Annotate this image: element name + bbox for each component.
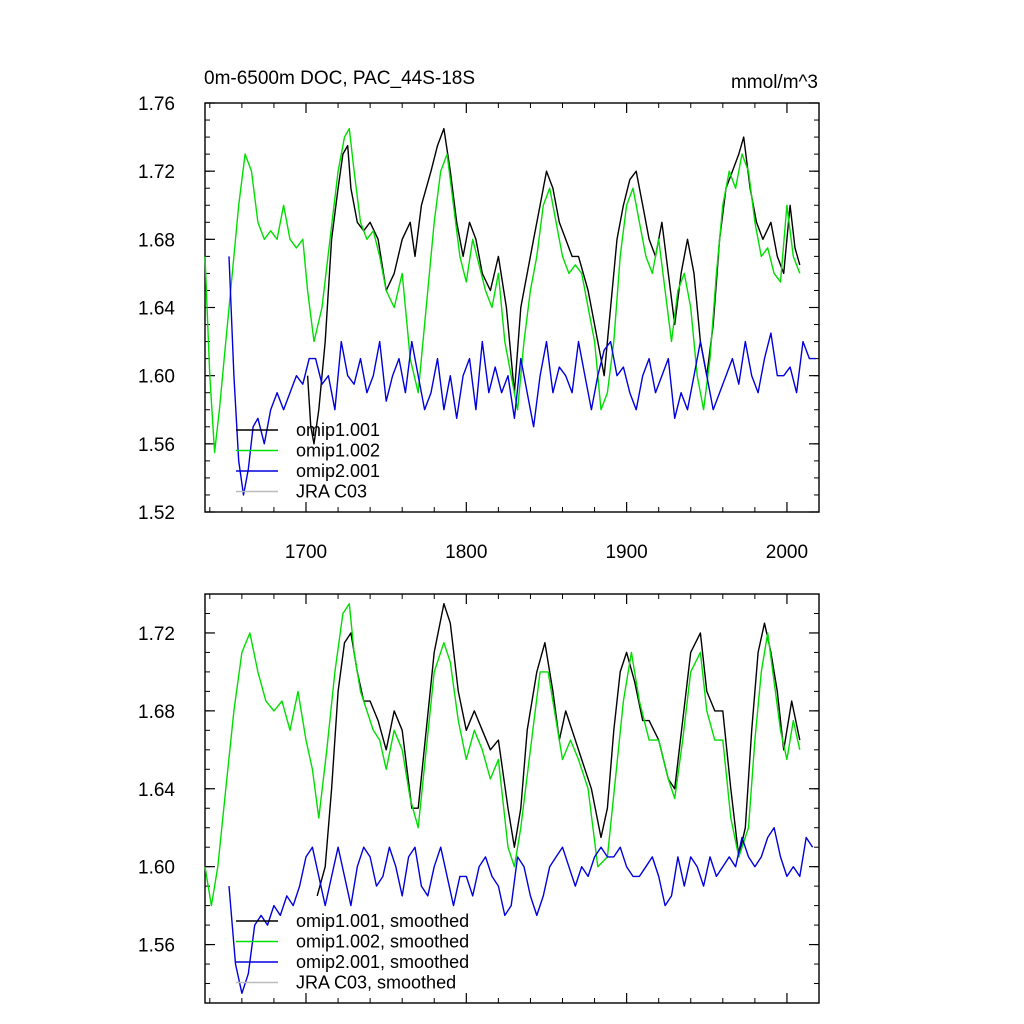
y-tick-label: 1.64 bbox=[138, 780, 175, 801]
y-tick-label: 1.56 bbox=[138, 435, 175, 456]
series-line-omip2-001 bbox=[228, 256, 816, 496]
series-line-omip1-001 bbox=[306, 127, 801, 445]
y-tick-label: 1.68 bbox=[138, 230, 175, 251]
y-tick-label: 1.72 bbox=[138, 162, 175, 183]
x-tick-label: 1900 bbox=[605, 542, 647, 563]
x-tick-label: 1800 bbox=[445, 542, 487, 563]
top-axis-ticks: 1.52 1.56 1.60 1.64 1.68 1.72 1.76 1700 1800 1900… bbox=[138, 94, 820, 563]
y-tick-label: 1.76 bbox=[138, 94, 175, 115]
series-line-omip2-001-smoothed bbox=[228, 827, 814, 994]
bottom-plot-frame bbox=[204, 593, 820, 1004]
y-tick-label: 1.56 bbox=[138, 936, 175, 957]
legend-label: omip1.002, smoothed bbox=[296, 932, 469, 952]
legend-label: omip1.001, smoothed bbox=[296, 911, 469, 931]
bottom-panel: 1.56 1.60 1.64 1.68 1.72 omip1.001, smoothed… bbox=[138, 593, 820, 1004]
y-tick-label: 1.64 bbox=[138, 299, 175, 320]
legend-label: JRA C03 bbox=[296, 482, 367, 502]
top-panel-units: mmol/m^3 bbox=[731, 72, 818, 93]
legend-label: omip2.001, smoothed bbox=[296, 952, 469, 972]
y-tick-label: 1.68 bbox=[138, 702, 175, 723]
y-tick-label: 1.60 bbox=[138, 858, 175, 879]
series-line-omip1-002-smoothed bbox=[204, 603, 801, 907]
legend-label: omip1.002 bbox=[296, 441, 380, 461]
bottom-axis-ticks: 1.56 1.60 1.64 1.68 1.72 bbox=[138, 593, 820, 1004]
top-panel: 0m-6500m DOC, PAC_44S-18S mmol/m^3 1.521… bbox=[138, 68, 820, 563]
series-line-omip1-002 bbox=[204, 127, 801, 454]
x-tick-label: 2000 bbox=[766, 542, 808, 563]
legend-label: omip1.001 bbox=[296, 420, 380, 440]
legend-label: JRA C03, smoothed bbox=[296, 973, 456, 993]
y-tick-label: 1.60 bbox=[138, 367, 175, 388]
bottom-series-group bbox=[204, 603, 814, 994]
top-panel-title: 0m-6500m DOC, PAC_44S-18S bbox=[204, 68, 475, 89]
legend-label: omip2.001 bbox=[296, 461, 380, 481]
y-tick-label: 1.72 bbox=[138, 624, 175, 645]
top-series-group bbox=[204, 127, 816, 496]
y-tick-label: 1.52 bbox=[138, 503, 175, 524]
x-tick-label: 1700 bbox=[285, 542, 327, 563]
